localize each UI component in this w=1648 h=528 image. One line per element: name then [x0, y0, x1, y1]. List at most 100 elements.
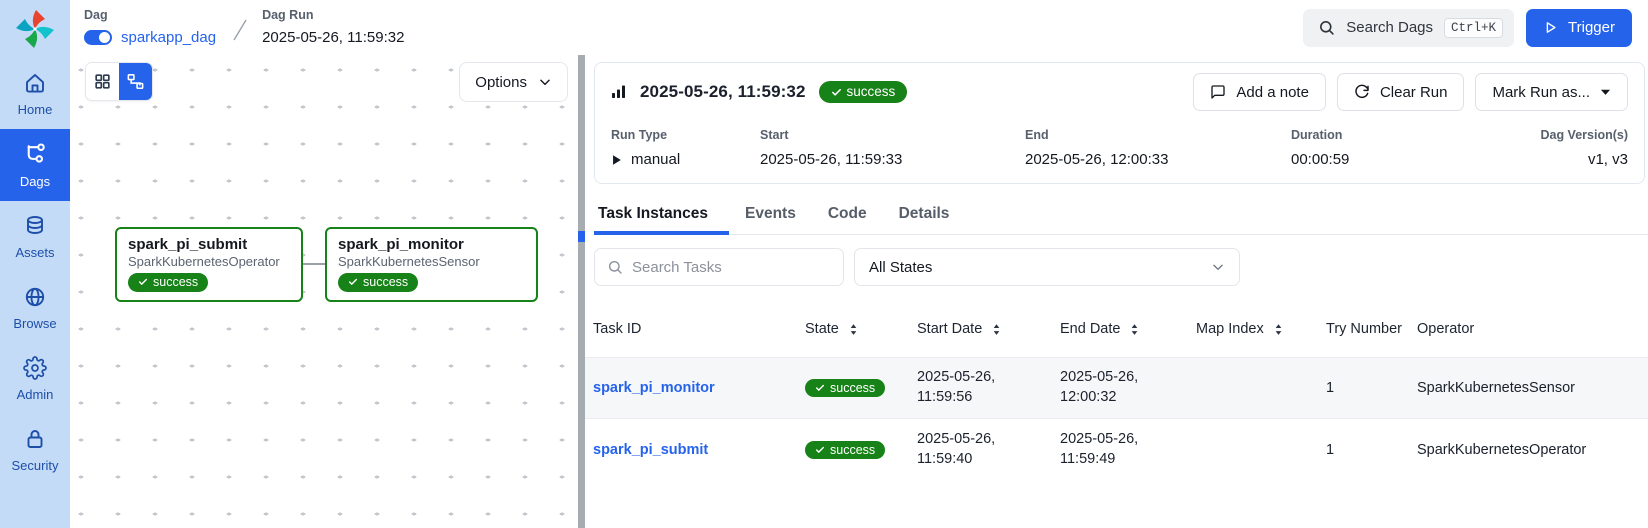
table-row[interactable]: spark_pi_submit success 2025-05-26, 11:5… [585, 419, 1648, 481]
sort-icon[interactable] [846, 322, 861, 337]
assets-icon [23, 214, 47, 238]
tab-events[interactable]: Events [745, 205, 796, 222]
task-node-title: spark_pi_submit [128, 236, 248, 253]
run-details-panel: 2025-05-26, 11:59:32 success Ad [585, 55, 1648, 528]
sidebar-item-label: Admin [16, 387, 54, 402]
grid-view-button[interactable] [86, 63, 119, 100]
view-toggle [85, 62, 153, 101]
splitter-handle[interactable] [578, 231, 585, 242]
sidebar-item-browse[interactable]: Browse [0, 272, 70, 343]
search-dags-text: Search Dags [1346, 19, 1434, 36]
trigger-button[interactable]: Trigger [1526, 8, 1632, 47]
task-node-spark-pi-submit[interactable]: spark_pi_submit SparkKubernetesOperator … [115, 227, 303, 302]
field-run-type: Run Type manual [611, 128, 681, 168]
status-badge: success [805, 378, 886, 398]
sort-icon[interactable] [1271, 322, 1286, 337]
security-icon [23, 427, 47, 451]
status-badge: success [805, 440, 886, 460]
try-number-cell: 1 [1326, 380, 1335, 396]
search-icon [1318, 19, 1335, 36]
try-number-cell: 1 [1326, 442, 1335, 458]
tab-task-instances[interactable]: Task Instances [594, 196, 729, 235]
sidebar-item-label: Assets [15, 245, 55, 260]
sidebar-item-assets[interactable]: Assets [0, 201, 70, 272]
end-date-cell: 2025-05-26, 12:00:32 [1060, 369, 1139, 405]
sidebar-item-label: Browse [13, 316, 57, 331]
task-filters: All States [594, 248, 1648, 286]
refresh-icon [1354, 84, 1370, 100]
search-tasks-box [594, 248, 844, 286]
dag-run-label: Dag Run [262, 8, 314, 22]
field-start: Start 2025-05-26, 11:59:33 [760, 128, 903, 168]
note-icon [1210, 84, 1226, 100]
clear-run-button[interactable]: Clear Run [1336, 73, 1465, 111]
chevron-down-icon [538, 75, 552, 89]
task-id-link[interactable]: spark_pi_submit [593, 442, 709, 458]
task-id-link[interactable]: spark_pi_monitor [593, 380, 715, 396]
end-date-cell: 2025-05-26, 11:59:49 [1060, 431, 1139, 467]
main-area: Dag sparkapp_dag Dag Run 2025-05-26, 11:… [70, 0, 1648, 528]
field-duration: Duration 00:00:59 [1291, 128, 1350, 168]
dag-edge [303, 263, 325, 265]
sidebar-item-dags[interactable]: Dags [0, 129, 70, 201]
sidebar-item-label: Dags [19, 174, 51, 189]
status-badge: success [338, 273, 419, 292]
sort-icon[interactable] [1127, 322, 1142, 337]
state-filter-select[interactable]: All States [854, 248, 1240, 286]
graph-icon [126, 72, 145, 91]
bar-chart-icon [611, 84, 627, 100]
task-node-operator: SparkKubernetesSensor [338, 254, 480, 269]
search-tasks-input[interactable] [632, 258, 831, 276]
dag-pause-toggle[interactable] [84, 29, 112, 45]
run-title: 2025-05-26, 11:59:32 [640, 82, 806, 101]
topbar: Dag sparkapp_dag Dag Run 2025-05-26, 11:… [70, 0, 1648, 55]
sidebar-item-label: Home [17, 102, 53, 117]
panel-splitter[interactable] [578, 55, 585, 528]
dags-icon [23, 142, 48, 167]
admin-icon [23, 356, 47, 380]
play-icon [1543, 20, 1558, 35]
task-instances-table: Task ID State Start Date En [585, 307, 1648, 528]
options-label: Options [475, 73, 527, 91]
breadcrumb-dag-run: Dag Run 2025-05-26, 11:59:32 [262, 8, 404, 47]
search-dags-button[interactable]: Search Dags Ctrl+K [1303, 8, 1515, 47]
table-header-row: Task ID State Start Date En [593, 321, 1475, 337]
search-icon [607, 259, 623, 275]
dag-label: Dag [84, 8, 108, 22]
sidebar-item-admin[interactable]: Admin [0, 343, 70, 414]
browse-icon [23, 285, 47, 309]
task-node-title: spark_pi_monitor [338, 236, 464, 253]
start-date-cell: 2025-05-26, 11:59:56 [917, 369, 996, 405]
sidebar-item-label: Security [11, 458, 59, 473]
tab-code[interactable]: Code [827, 205, 867, 222]
airflow-logo[interactable] [0, 0, 70, 58]
mark-run-as-button[interactable]: Mark Run as... [1475, 73, 1628, 111]
add-note-button[interactable]: Add a note [1193, 73, 1326, 111]
trigger-label: Trigger [1568, 19, 1615, 36]
task-node-spark-pi-monitor[interactable]: spark_pi_monitor SparkKubernetesSensor s… [325, 227, 538, 302]
chevron-down-icon [1211, 260, 1225, 274]
sort-icon[interactable] [989, 322, 1004, 337]
run-type-expand-icon[interactable] [611, 154, 622, 166]
run-status-badge: success [818, 81, 908, 103]
breadcrumb-separator [232, 15, 248, 45]
graph-options-button[interactable]: Options [459, 62, 568, 102]
start-date-cell: 2025-05-26, 11:59:40 [917, 431, 996, 467]
field-end: End 2025-05-26, 12:00:33 [1025, 128, 1169, 168]
dag-name-link[interactable]: sparkapp_dag [121, 28, 217, 46]
sidebar-item-home[interactable]: Home [0, 58, 70, 129]
table-row[interactable]: spark_pi_monitor success 2025-05-26, 11:… [585, 357, 1648, 419]
tab-details[interactable]: Details [898, 205, 950, 222]
dag-run-date[interactable]: 2025-05-26, 11:59:32 [262, 28, 405, 46]
home-icon [23, 71, 47, 95]
caret-down-icon [1600, 88, 1611, 96]
field-dag-versions: Dag Version(s) v1, v3 [1540, 128, 1628, 168]
operator-cell: SparkKubernetesSensor [1417, 380, 1575, 396]
grid-icon [93, 72, 112, 91]
breadcrumb-dag: Dag sparkapp_dag [84, 8, 216, 47]
sidebar: Home Dags Assets [0, 0, 70, 528]
graph-view-button[interactable] [119, 63, 152, 100]
sidebar-item-security[interactable]: Security [0, 414, 70, 485]
search-shortcut-kbd: Ctrl+K [1444, 17, 1504, 38]
operator-cell: SparkKubernetesOperator [1417, 442, 1587, 458]
